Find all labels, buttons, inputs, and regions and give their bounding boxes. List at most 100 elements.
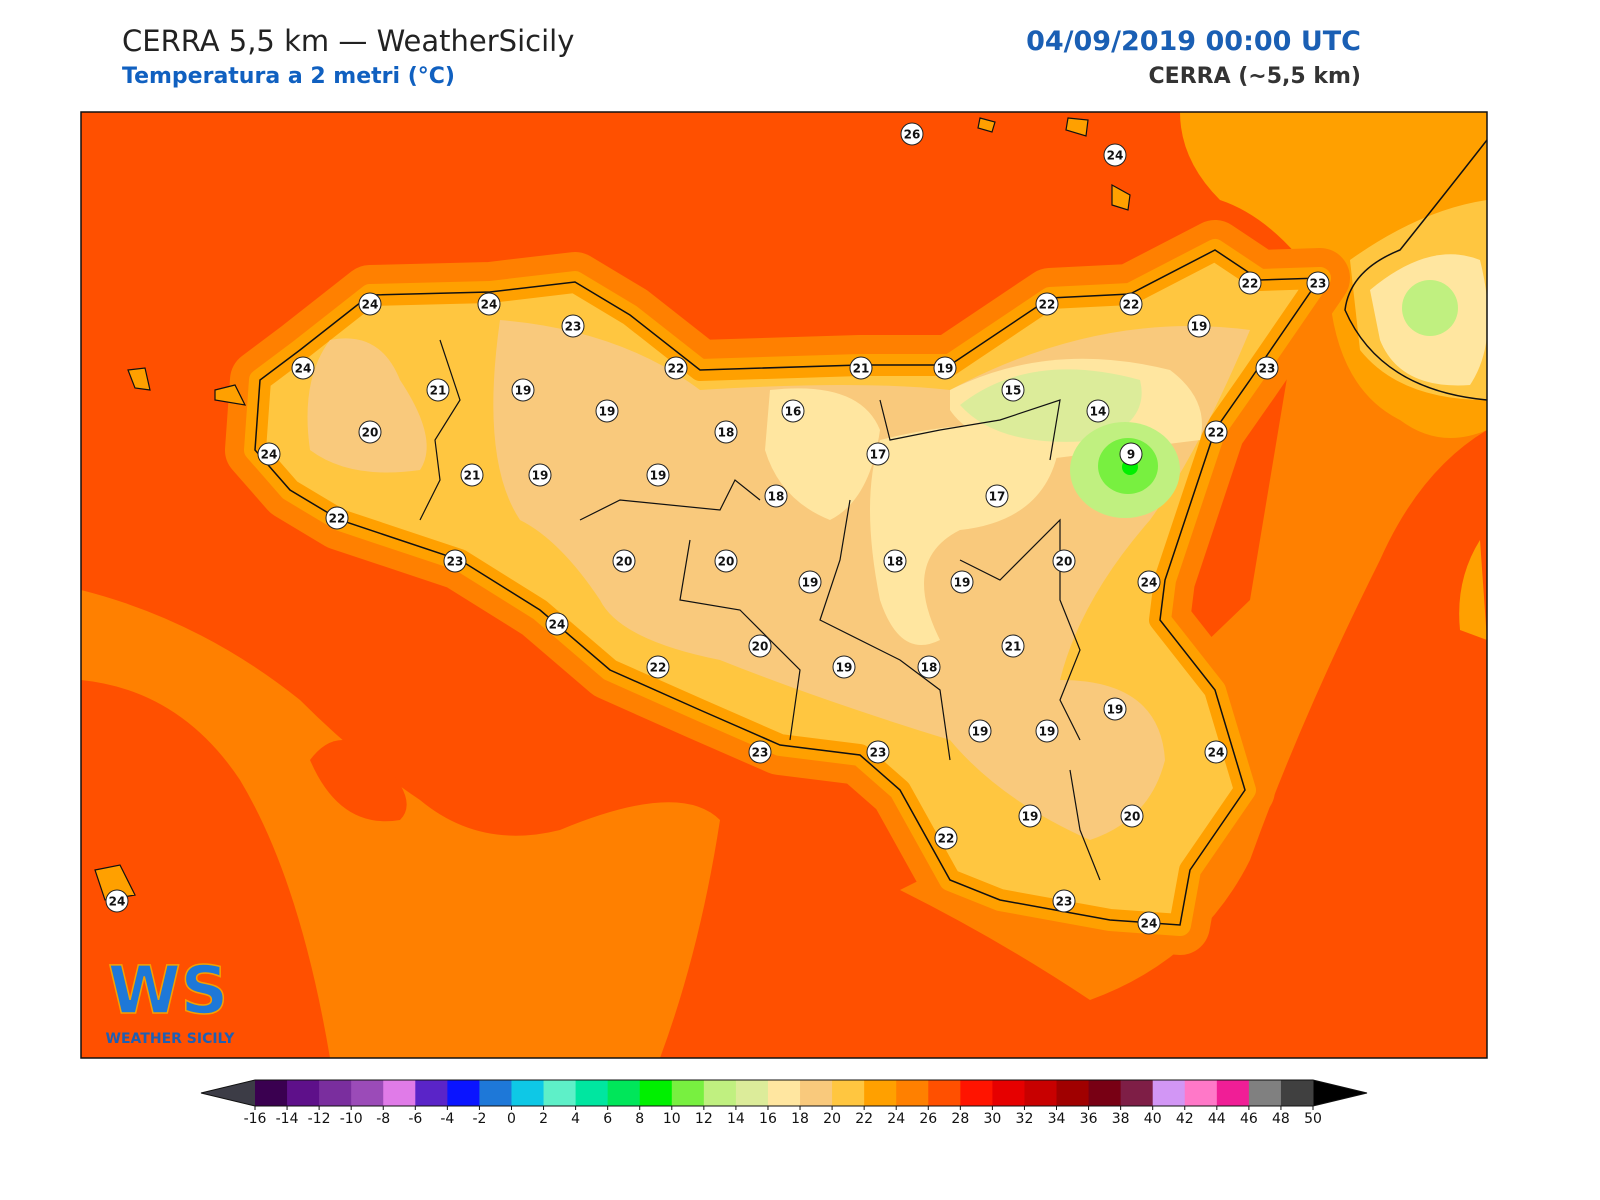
station-marker: [1035, 719, 1059, 743]
colorbar-segment: [735, 1080, 769, 1106]
colorbar-segment: [255, 1080, 288, 1106]
colorbar-segment: [703, 1080, 737, 1106]
station-marker: [748, 634, 772, 658]
colorbar-tick-label: 18: [791, 1111, 809, 1127]
station-marker: [105, 889, 129, 913]
station-value: 23: [752, 746, 769, 760]
colorbar-segment: [1184, 1080, 1218, 1106]
colorbar-segment: [479, 1080, 512, 1106]
colorbar-segment: [543, 1080, 577, 1106]
colorbar-segment: [1120, 1080, 1154, 1106]
station-value: 16: [785, 405, 802, 419]
station-marker: [443, 549, 467, 573]
colorbar-segment: [928, 1080, 961, 1106]
colorbar-tick-label: 38: [1112, 1111, 1130, 1127]
colorbar-tick-label: -14: [276, 1111, 299, 1127]
station-value: 24: [1107, 149, 1124, 163]
station-marker: [866, 740, 890, 764]
station-marker: [1255, 356, 1279, 380]
station-marker: [714, 549, 738, 573]
colorbar-segment: [1280, 1080, 1314, 1106]
station-marker: [849, 356, 873, 380]
colorbar-segment: [800, 1080, 833, 1106]
station-labels: 26 24 24 24 23 22 23 22 22 19 24 21 19 19 22 21 19 15 23 20…: [105, 122, 1330, 935]
station-value: 19: [954, 576, 971, 590]
station-marker: [1137, 911, 1161, 935]
station-marker: [714, 420, 738, 444]
station-marker: [646, 463, 670, 487]
station-value: 24: [295, 362, 312, 376]
station-marker: [985, 484, 1009, 508]
colorbar-segment: [447, 1080, 480, 1106]
station-value: 22: [1039, 298, 1056, 312]
colorbar-tick-label: -6: [408, 1111, 422, 1127]
colorbar-tick-label: -10: [340, 1111, 363, 1127]
station-marker: [1103, 143, 1127, 167]
station-marker: [528, 463, 552, 487]
colorbar-segment: [383, 1080, 416, 1106]
station-value: 22: [329, 512, 346, 526]
station-value: 14: [1090, 405, 1107, 419]
colorbar-segment: [992, 1080, 1025, 1106]
colorbar-tick-label: 4: [571, 1111, 580, 1127]
station-marker: [832, 655, 856, 679]
station-value: 18: [921, 661, 938, 675]
station-value: 19: [937, 362, 954, 376]
colorbar-tick-label: 36: [1080, 1111, 1098, 1127]
colorbar-segment: [767, 1080, 801, 1106]
station-value: 24: [1208, 746, 1225, 760]
colorbar-segment: [607, 1080, 641, 1106]
colorbar-segment: [1088, 1080, 1122, 1106]
station-value: 23: [1056, 895, 1073, 909]
station-marker: [545, 612, 569, 636]
station-value: 19: [1107, 703, 1124, 717]
station-value: 24: [261, 448, 278, 462]
colorbar-tick-label: 34: [1048, 1111, 1066, 1127]
colorbar-segment: [960, 1080, 993, 1106]
colorbar-segment: [351, 1080, 384, 1106]
station-value: 19: [972, 725, 989, 739]
station-marker: [798, 570, 822, 594]
colorbar-segment: [639, 1080, 673, 1106]
station-marker: [900, 122, 924, 146]
colorbar-segment: [319, 1080, 352, 1106]
station-value: 17: [870, 448, 887, 462]
station-value: 23: [870, 746, 887, 760]
station-value: 24: [1141, 917, 1158, 931]
station-value: 17: [989, 490, 1006, 504]
colorbar-segment: [1216, 1080, 1250, 1106]
station-marker: [1204, 420, 1228, 444]
station-value: 24: [1141, 576, 1158, 590]
station-value: 24: [549, 618, 566, 632]
station-value: 22: [938, 832, 955, 846]
station-value: 21: [464, 469, 481, 483]
colorbar-segment: [415, 1080, 448, 1106]
station-marker: [1306, 271, 1330, 295]
datetime: 04/09/2019 00:00 UTC: [1026, 26, 1361, 57]
colorbar-segment: [287, 1080, 320, 1106]
station-value: 23: [1310, 277, 1327, 291]
colorbar-segment: [1056, 1080, 1090, 1106]
station-value: 19: [1191, 320, 1208, 334]
colorbar-over: [1313, 1080, 1367, 1106]
station-marker: [291, 356, 315, 380]
model-label: CERRA (~5,5 km): [1148, 64, 1361, 89]
logo-mark: WS: [108, 952, 228, 1029]
station-marker: [460, 463, 484, 487]
station-marker: [781, 399, 805, 423]
colorbar-segment: [832, 1080, 865, 1106]
colorbar-tick-label: 46: [1240, 1111, 1258, 1127]
station-value: 24: [481, 298, 498, 312]
station-marker: [325, 506, 349, 530]
station-marker: [664, 356, 688, 380]
station-marker: [646, 655, 670, 679]
station-value: 21: [430, 384, 447, 398]
colorbar-tick-label: 26: [919, 1111, 937, 1127]
colorbar-tick-label: 20: [823, 1111, 841, 1127]
station-marker: [883, 549, 907, 573]
station-value: 22: [1123, 298, 1140, 312]
station-marker: [934, 826, 958, 850]
station-value: 18: [887, 555, 904, 569]
colorbar-tick-label: 16: [759, 1111, 777, 1127]
station-marker: [358, 420, 382, 444]
